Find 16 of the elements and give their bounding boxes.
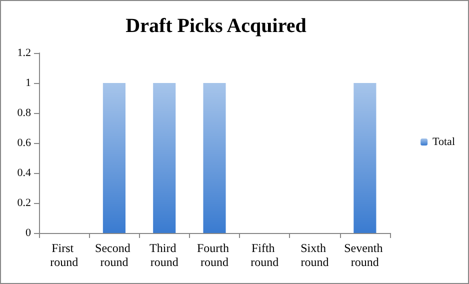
y-tick-label: 1 bbox=[26, 77, 31, 89]
x-tick-label: Second round bbox=[95, 241, 134, 269]
y-tick-label: 0 bbox=[26, 227, 32, 239]
y-tick-label: 0.4 bbox=[17, 167, 32, 179]
x-tick-label: Fourth round bbox=[196, 241, 232, 269]
y-tick-label: 1.2 bbox=[17, 47, 31, 59]
x-tick-label: First round bbox=[50, 241, 78, 269]
legend-label: Total bbox=[432, 136, 456, 148]
x-tick-label: Sixth round bbox=[300, 241, 329, 269]
y-tick-label: 0.8 bbox=[17, 107, 32, 119]
y-tick-label: 0.6 bbox=[17, 137, 32, 149]
x-tick-label: Third round bbox=[150, 241, 180, 269]
chart-title: Draft Picks Acquired bbox=[126, 15, 306, 37]
x-tick-label: Seventh round bbox=[344, 241, 386, 269]
x-tick-label: Fifth round bbox=[250, 241, 279, 269]
y-tick-label: 0.2 bbox=[17, 197, 31, 209]
